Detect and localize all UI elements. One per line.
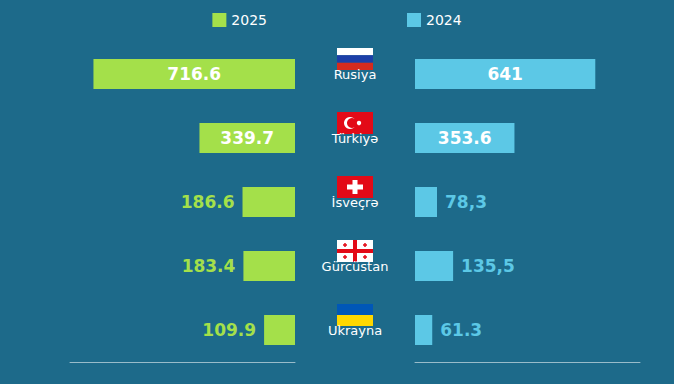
svg-text:183.4: 183.4 <box>182 256 236 276</box>
svg-text:339.7: 339.7 <box>220 128 274 148</box>
svg-text:78,3: 78,3 <box>445 192 487 212</box>
svg-text:Ukrayna: Ukrayna <box>328 323 382 338</box>
svg-text:Türkiyə: Türkiyə <box>331 131 379 146</box>
svg-text:2025: 2025 <box>231 12 267 28</box>
svg-text:Rusiya: Rusiya <box>334 67 377 82</box>
svg-text:135,5: 135,5 <box>461 256 515 276</box>
svg-text:109.9: 109.9 <box>202 320 256 340</box>
svg-text:Gürcüstan: Gürcüstan <box>322 259 389 274</box>
svg-text:61.3: 61.3 <box>440 320 482 340</box>
svg-text:353.6: 353.6 <box>438 128 492 148</box>
svg-text:186.6: 186.6 <box>181 192 235 212</box>
svg-text:2024: 2024 <box>426 12 462 28</box>
svg-text:641: 641 <box>487 64 523 84</box>
svg-text:716.6: 716.6 <box>167 64 221 84</box>
svg-text:İsveçrə: İsveçrə <box>332 195 379 210</box>
